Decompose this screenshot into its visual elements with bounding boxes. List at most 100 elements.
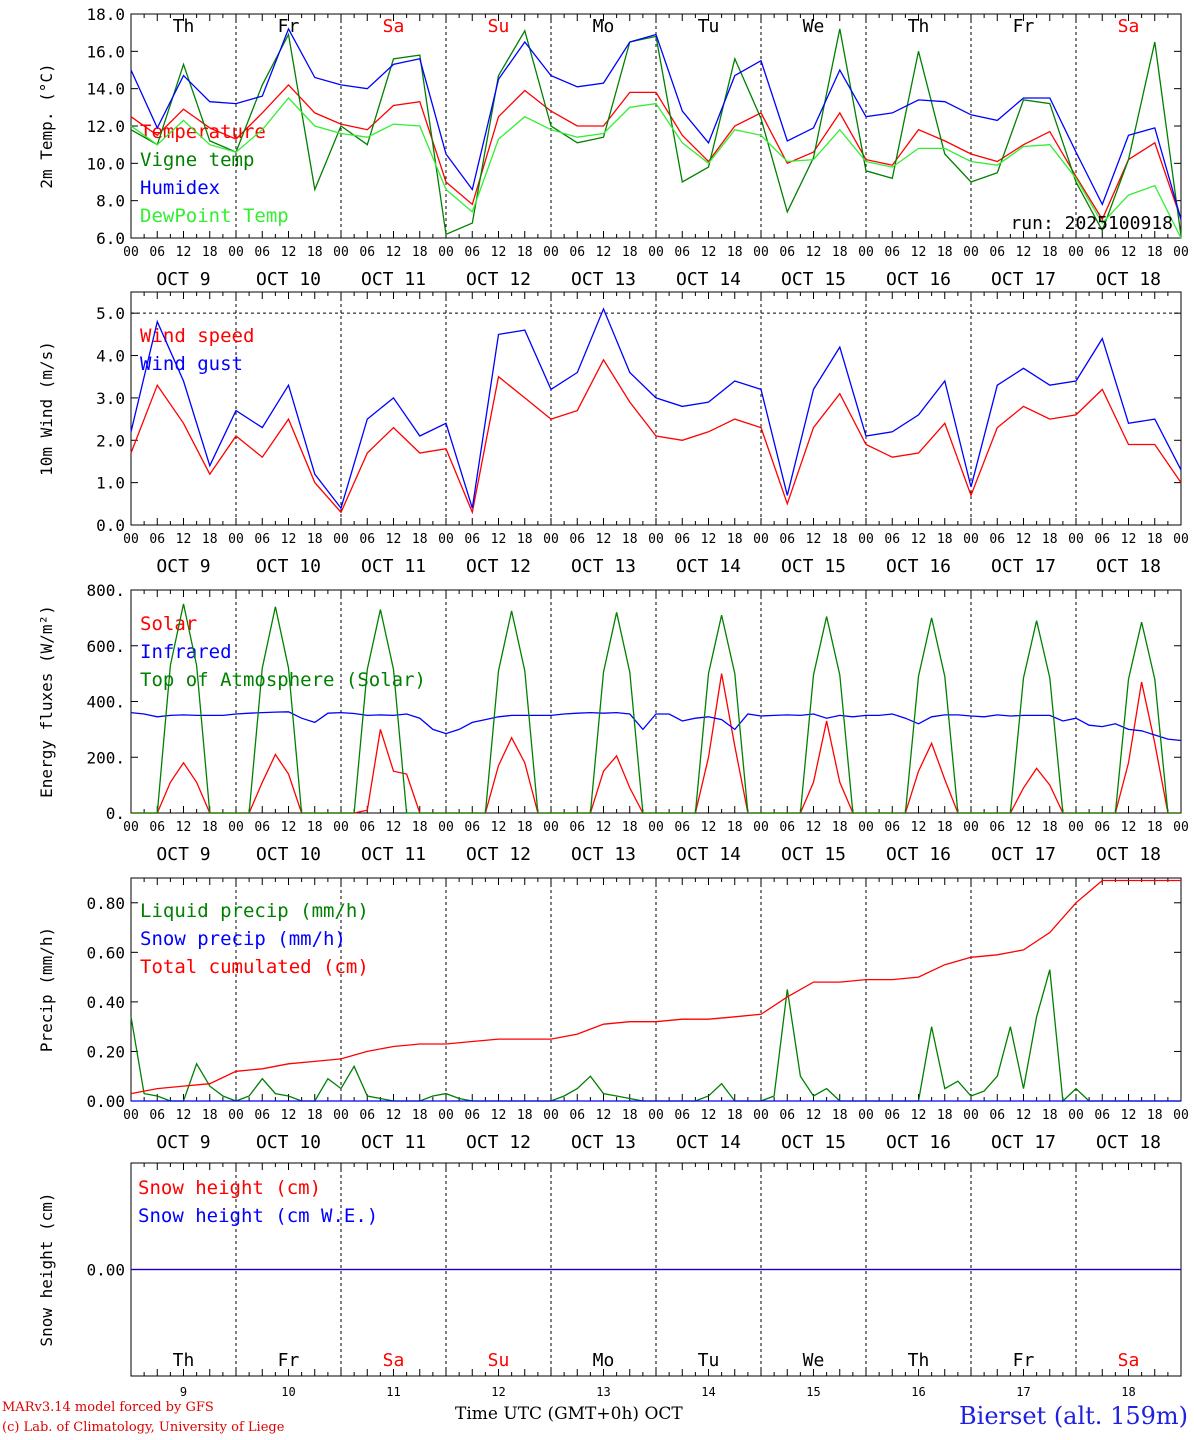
x-hour-label: 18 bbox=[412, 245, 428, 260]
x-hour-label: 00 bbox=[543, 820, 559, 835]
weekday-label: Fr bbox=[278, 1350, 300, 1371]
x-hour-label: 06 bbox=[674, 245, 690, 260]
y-axis-title: Precip (mm/h) bbox=[37, 927, 56, 1052]
x-hour-label: 00 bbox=[648, 532, 664, 547]
day-number-label: 12 bbox=[491, 1385, 505, 1399]
x-hour-label: 18 bbox=[307, 245, 323, 260]
x-date-label: OCT 18 bbox=[1096, 269, 1161, 290]
x-hour-label: 18 bbox=[517, 532, 533, 547]
x-hour-label: 06 bbox=[464, 820, 480, 835]
x-hour-label: 18 bbox=[832, 820, 848, 835]
x-hour-label: 06 bbox=[884, 820, 900, 835]
x-date-label: OCT 12 bbox=[466, 1132, 531, 1153]
x-hour-label: 12 bbox=[1121, 532, 1137, 547]
x-hour-label: 06 bbox=[674, 1108, 690, 1123]
x-hour-label: 18 bbox=[517, 1108, 533, 1123]
y-tick-label: 12.0 bbox=[86, 117, 125, 136]
x-hour-label: 18 bbox=[1042, 1108, 1058, 1123]
x-hour-label: 00 bbox=[1068, 1108, 1084, 1123]
weekday-label: Sa bbox=[383, 16, 405, 37]
x-hour-label: 00 bbox=[858, 820, 874, 835]
x-hour-label: 18 bbox=[412, 1108, 428, 1123]
y-tick-label: 8.0 bbox=[96, 192, 125, 211]
panel-temperature: 6.0 8.0 10.0 12.0 14.0 16.0 18.0 2m Temp. (°C) 0… bbox=[37, 5, 1189, 290]
x-hour-label: 18 bbox=[727, 245, 743, 260]
x-hour-label: 00 bbox=[438, 820, 454, 835]
x-hour-label: 18 bbox=[832, 245, 848, 260]
x-date-label: OCT 10 bbox=[256, 1132, 321, 1153]
x-hour-label: 12 bbox=[281, 532, 297, 547]
x-hour-label: 18 bbox=[622, 245, 638, 260]
x-hour-label: 18 bbox=[517, 245, 533, 260]
x-hour-label: 00 bbox=[438, 1108, 454, 1123]
legend-entry: Wind gust bbox=[140, 353, 243, 375]
x-date-label: OCT 9 bbox=[156, 844, 210, 865]
weekday-label: Th bbox=[173, 1350, 195, 1371]
x-hour-label: 00 bbox=[858, 532, 874, 547]
x-hour-label: 12 bbox=[1121, 820, 1137, 835]
x-date-label: OCT 14 bbox=[676, 1132, 741, 1153]
x-hour-label: 00 bbox=[963, 820, 979, 835]
x-hour-label: 06 bbox=[359, 820, 375, 835]
x-hour-label: 12 bbox=[176, 820, 192, 835]
series-line-wind-speed bbox=[130, 358, 1182, 515]
x-hour-label: 00 bbox=[333, 245, 349, 260]
legend-entry: Vigne temp bbox=[140, 149, 254, 171]
weekday-label: Sa bbox=[1118, 1350, 1140, 1371]
y-tick-label: 0.00 bbox=[86, 1261, 125, 1280]
x-hour-label: 12 bbox=[491, 532, 507, 547]
x-hour-label: 06 bbox=[254, 820, 270, 835]
day-number-label: 18 bbox=[1121, 1385, 1135, 1399]
x-hour-label: 12 bbox=[281, 1108, 297, 1123]
x-hour-label: 00 bbox=[333, 1108, 349, 1123]
x-date-label: OCT 12 bbox=[466, 556, 531, 577]
x-hour-label: 00 bbox=[753, 820, 769, 835]
x-hour-label: 12 bbox=[911, 245, 927, 260]
x-hour-label: 06 bbox=[254, 532, 270, 547]
x-date-label: OCT 14 bbox=[676, 269, 741, 290]
weekday-label: Su bbox=[488, 1350, 510, 1371]
x-date-label: OCT 16 bbox=[886, 269, 951, 290]
x-hour-label: 12 bbox=[701, 532, 717, 547]
x-hour-label: 18 bbox=[1147, 245, 1163, 260]
y-tick-label: 0.0 bbox=[96, 516, 125, 535]
x-date-label: OCT 16 bbox=[886, 844, 951, 865]
y-tick-label: 14.0 bbox=[86, 80, 125, 99]
x-hour-label: 06 bbox=[674, 532, 690, 547]
x-hour-label: 12 bbox=[281, 820, 297, 835]
x-hour-label: 06 bbox=[149, 1108, 165, 1123]
x-hour-label: 18 bbox=[727, 1108, 743, 1123]
weekday-label: Th bbox=[908, 1350, 930, 1371]
x-hour-label: 00 bbox=[753, 532, 769, 547]
x-hour-label: 00 bbox=[1173, 532, 1189, 547]
legend-entry: Wind speed bbox=[140, 325, 254, 347]
y-tick-label: 0.60 bbox=[86, 943, 125, 962]
x-date-label: OCT 11 bbox=[361, 1132, 426, 1153]
weekday-label: Mo bbox=[593, 16, 615, 37]
x-hour-label: 12 bbox=[806, 532, 822, 547]
x-hour-label: 06 bbox=[779, 820, 795, 835]
y-tick-label: 10.0 bbox=[86, 154, 125, 173]
y-tick-label: 16.0 bbox=[86, 42, 125, 61]
x-date-label: OCT 9 bbox=[156, 269, 210, 290]
x-hour-label: 06 bbox=[779, 1108, 795, 1123]
weekday-label: Sa bbox=[383, 1350, 405, 1371]
x-date-label: OCT 18 bbox=[1096, 1132, 1161, 1153]
series-line-temperature bbox=[130, 83, 1182, 221]
x-date-label: OCT 14 bbox=[676, 556, 741, 577]
x-date-label: OCT 11 bbox=[361, 844, 426, 865]
x-hour-label: 18 bbox=[1042, 820, 1058, 835]
x-hour-label: 18 bbox=[307, 820, 323, 835]
x-hour-label: 00 bbox=[123, 1108, 139, 1123]
x-hour-label: 06 bbox=[989, 532, 1005, 547]
x-hour-label: 06 bbox=[884, 1108, 900, 1123]
x-hour-label: 18 bbox=[1042, 245, 1058, 260]
series-line-infrared bbox=[130, 711, 1182, 742]
x-hour-label: 00 bbox=[228, 820, 244, 835]
x-hour-label: 06 bbox=[989, 245, 1005, 260]
y-tick-label: 0. bbox=[106, 804, 125, 823]
x-hour-label: 12 bbox=[596, 532, 612, 547]
series-line-dewpoint-temp bbox=[130, 97, 1182, 239]
x-hour-label: 00 bbox=[228, 1108, 244, 1123]
x-hour-label: 06 bbox=[569, 820, 585, 835]
